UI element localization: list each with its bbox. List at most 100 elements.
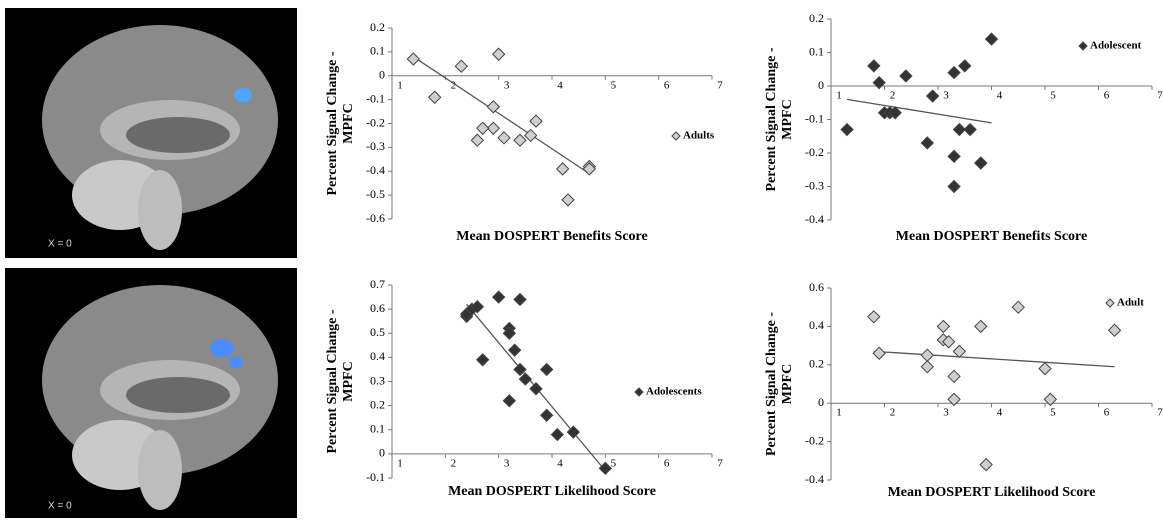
y-tick-label: 0 (818, 78, 824, 92)
y-tick-label: -0.4 (805, 212, 824, 226)
x-tick-label: 5 (611, 79, 617, 91)
data-point (868, 311, 880, 323)
legend-label: Adolescents (646, 386, 702, 398)
y-tick-label: -0.1 (366, 470, 385, 484)
y-tick-label: 0.4 (809, 318, 824, 332)
x-tick-label: 4 (557, 79, 563, 91)
data-point (514, 134, 526, 146)
data-point (557, 163, 569, 175)
data-point (455, 60, 467, 72)
legend-marker (672, 132, 680, 140)
y-tick-label: 0 (379, 446, 385, 460)
legend-marker (635, 388, 643, 396)
x-tick-label: 3 (943, 407, 949, 419)
data-point (873, 77, 885, 89)
y-tick-label: -0.4 (366, 163, 385, 177)
x-tick-label: 6 (664, 79, 670, 91)
x-tick-label: 4 (997, 407, 1003, 419)
x-tick-label: 5 (1050, 90, 1056, 102)
y-tick-label: 0 (379, 68, 385, 82)
x-tick-label: 3 (504, 79, 510, 91)
image-label: X = 0 (48, 239, 72, 250)
y-axis-label: MPFC (780, 99, 795, 139)
data-point (407, 53, 419, 65)
y-axis-label: Percent Signal Change - (325, 309, 340, 453)
y-tick-label: 0 (818, 395, 824, 409)
data-point (937, 320, 949, 332)
data-point (493, 48, 505, 60)
trend-line (874, 351, 1115, 366)
brain-image-b: X = 0 (5, 268, 297, 518)
data-point (841, 124, 853, 136)
x-tick-label: 6 (1104, 407, 1110, 419)
y-tick-label: -0.6 (366, 211, 385, 225)
x-tick-label: 7 (717, 79, 723, 91)
data-point (429, 91, 441, 103)
y-tick-label: -0.3 (805, 178, 824, 192)
x-tick-label: 1 (836, 90, 842, 102)
y-tick-label: 0.7 (370, 277, 385, 291)
data-point (551, 429, 563, 441)
x-tick-label: 7 (717, 457, 723, 469)
y-tick-label: 0.2 (370, 397, 385, 411)
data-point (599, 462, 611, 474)
data-point (975, 157, 987, 169)
data-point (959, 60, 971, 72)
x-tick-label: 4 (557, 457, 563, 469)
y-tick-label: 0.2 (809, 11, 824, 25)
y-tick-label: 0.1 (370, 44, 385, 58)
data-point (964, 124, 976, 136)
data-point (975, 320, 987, 332)
y-tick-label: 0.5 (370, 325, 385, 339)
trend-line (413, 57, 589, 174)
data-point (980, 459, 992, 471)
y-tick-label: -0.5 (366, 187, 385, 201)
data-point (953, 345, 965, 357)
y-tick-label: 0.1 (370, 422, 385, 436)
x-tick-label: 4 (997, 90, 1003, 102)
x-tick-label: 3 (504, 457, 510, 469)
y-tick-label: 0.4 (370, 349, 385, 363)
y-tick-label: 0.2 (370, 20, 385, 34)
legend-label: Adults (683, 130, 715, 142)
data-point (921, 137, 933, 149)
data-point (868, 60, 880, 72)
data-point (948, 67, 960, 79)
y-tick-label: 0.1 (809, 44, 824, 58)
x-axis-label: Mean DOSPERT Likelihood Score (888, 485, 1096, 500)
data-point (900, 70, 912, 82)
legend-label: Adolescent (1090, 40, 1142, 52)
x-tick-label: 7 (1157, 90, 1163, 102)
y-tick-label: 0.6 (809, 280, 824, 294)
x-tick-label: 1 (397, 457, 403, 469)
x-tick-label: 2 (451, 457, 457, 469)
data-point (493, 291, 505, 303)
x-axis-label: Mean DOSPERT Likelihood Score (448, 484, 656, 499)
x-axis-label: Mean DOSPERT Benefits Score (456, 229, 647, 244)
x-tick-label: 5 (1050, 407, 1056, 419)
image-label: X = 0 (48, 501, 72, 512)
data-point (509, 344, 521, 356)
y-tick-label: -0.2 (805, 145, 824, 159)
data-point (948, 370, 960, 382)
x-tick-label: 7 (1157, 407, 1163, 419)
y-tick-label: -0.1 (805, 111, 824, 125)
x-tick-label: 2 (890, 407, 896, 419)
y-axis-label: MPFC (341, 361, 356, 401)
data-point (471, 134, 483, 146)
data-point (541, 409, 553, 421)
panel-label: B (10, 281, 22, 301)
y-tick-label: -0.1 (366, 91, 385, 105)
data-point (503, 395, 515, 407)
y-tick-label: 0.2 (809, 357, 824, 371)
x-axis-label: Mean DOSPERT Benefits Score (896, 229, 1087, 244)
x-tick-label: 3 (943, 90, 949, 102)
y-axis-label: MPFC (341, 103, 356, 143)
data-point (477, 354, 489, 366)
x-tick-label: 1 (836, 407, 842, 419)
data-point (948, 181, 960, 193)
data-point (477, 122, 489, 134)
data-point (562, 194, 574, 206)
